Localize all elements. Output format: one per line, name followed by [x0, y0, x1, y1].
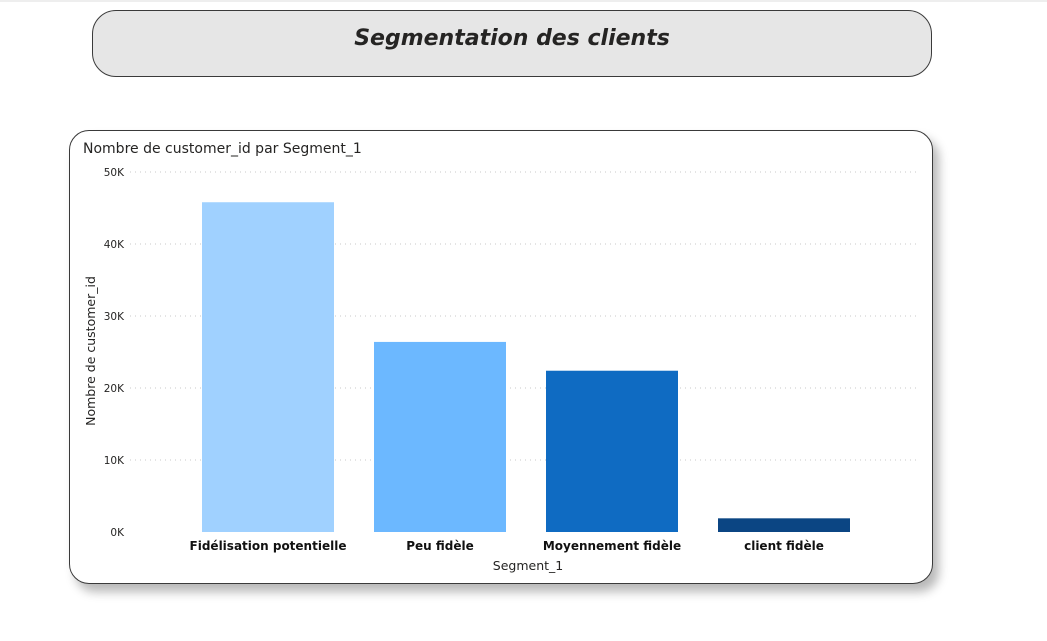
y-tick-label: 10K [104, 455, 125, 467]
bar-2[interactable] [374, 341, 506, 532]
bar-chart: 0K 10K 20K 30K 40K 50K Fidélisation potentiel… [83, 167, 920, 573]
bar-4[interactable] [718, 518, 850, 532]
bars [202, 202, 850, 532]
x-category-label: Fidélisation potentielle [190, 539, 347, 553]
bar-3[interactable] [546, 370, 678, 532]
y-tick-label: 0K [110, 527, 125, 539]
y-tick-label: 30K [104, 311, 125, 323]
top-divider [0, 0, 1047, 2]
x-axis-labels: Fidélisation potentielle Peu fidèle Moyenn… [190, 539, 824, 553]
x-axis-title: Segment_1 [493, 558, 563, 573]
x-category-label: Moyennement fidèle [543, 539, 681, 553]
y-axis-ticks: 0K 10K 20K 30K 40K 50K [104, 167, 125, 539]
x-category-label: Peu fidèle [406, 539, 474, 553]
chart-title: Nombre de customer_id par Segment_1 [83, 141, 362, 157]
x-category-label: client fidèle [744, 539, 824, 553]
page-title: Segmentation des clients [354, 26, 670, 51]
gridlines [130, 171, 920, 461]
y-tick-label: 50K [104, 167, 125, 179]
bar-1[interactable] [202, 202, 334, 532]
title-banner: Segmentation des clients [92, 10, 932, 77]
y-tick-label: 20K [104, 383, 125, 395]
y-axis-title: Nombre de customer_id [83, 276, 98, 426]
bar-chart-visual[interactable]: Nombre de customer_id par Segment_1 0K 10… [69, 130, 933, 584]
y-tick-label: 40K [104, 239, 125, 251]
